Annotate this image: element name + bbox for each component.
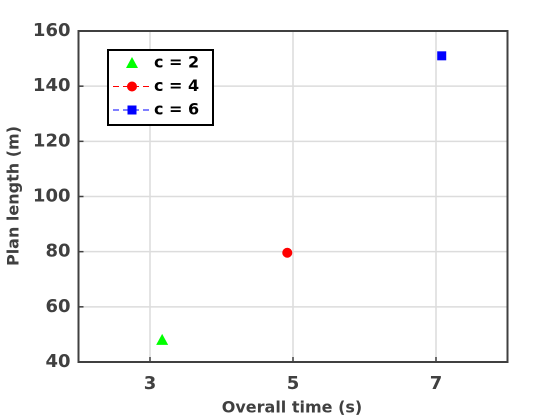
x-tick-label: 3 <box>144 373 157 394</box>
legend-label: c = 4 <box>154 76 199 95</box>
y-tick-label: 120 <box>33 130 71 151</box>
y-axis-label: Plan length (m) <box>4 126 23 266</box>
y-tick-label: 60 <box>45 296 70 317</box>
legend-marker <box>127 81 137 92</box>
point <box>437 51 447 61</box>
legend-marker <box>127 105 137 115</box>
point <box>282 247 293 258</box>
x-tick-label: 7 <box>430 373 443 394</box>
legend-label: c = 2 <box>154 53 199 72</box>
x-tick-label: 5 <box>287 373 300 394</box>
axes-box <box>77 30 509 363</box>
point <box>156 333 169 345</box>
y-tick-label: 80 <box>45 241 70 262</box>
y-tick-label: 40 <box>45 351 70 372</box>
y-tick-label: 140 <box>33 75 71 96</box>
legend-label: c = 6 <box>154 100 199 119</box>
y-tick-label: 100 <box>33 186 71 207</box>
legend-box <box>107 49 214 126</box>
legend-marker <box>126 57 138 68</box>
y-tick-label: 160 <box>33 20 71 41</box>
x-axis-label: Overall time (s) <box>222 398 362 417</box>
